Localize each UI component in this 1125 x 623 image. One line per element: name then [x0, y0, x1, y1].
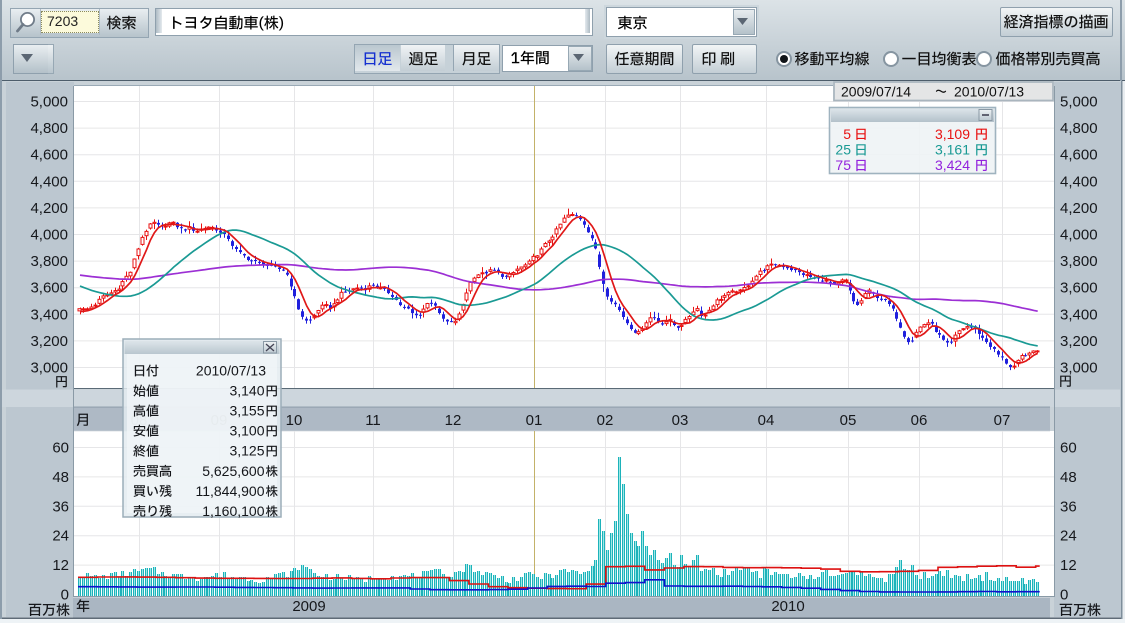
svg-text:3,200: 3,200	[30, 333, 68, 350]
svg-text:36: 36	[1060, 498, 1077, 515]
svg-text:12: 12	[1060, 557, 1077, 574]
svg-text:24: 24	[1060, 528, 1077, 545]
svg-text:60: 60	[1060, 440, 1077, 457]
svg-text:3,600: 3,600	[1060, 280, 1098, 297]
svg-text:36: 36	[52, 498, 69, 515]
svg-text:2010/07/13: 2010/07/13	[196, 363, 266, 379]
svg-text:3,800: 3,800	[1060, 253, 1098, 270]
svg-text:06: 06	[911, 412, 928, 429]
svg-text:3,161: 3,161	[935, 142, 970, 158]
svg-text:3,000: 3,000	[1060, 360, 1098, 377]
svg-text:25: 25	[835, 142, 851, 158]
svg-text:3,800: 3,800	[30, 253, 68, 270]
svg-text:4,800: 4,800	[30, 120, 68, 137]
svg-text:24: 24	[52, 528, 69, 545]
svg-text:2010/07/13: 2010/07/13	[954, 84, 1024, 100]
svg-text:07: 07	[994, 412, 1011, 429]
svg-text:4,800: 4,800	[1060, 120, 1098, 137]
svg-text:60: 60	[52, 440, 69, 457]
svg-text:4,200: 4,200	[30, 200, 68, 217]
svg-text:3,155: 3,155	[229, 403, 264, 419]
svg-text:4,200: 4,200	[1060, 200, 1098, 217]
svg-text:4,600: 4,600	[1060, 147, 1098, 164]
svg-text:5,625,600: 5,625,600	[202, 463, 264, 479]
svg-text:3,400: 3,400	[30, 306, 68, 323]
svg-text:12: 12	[52, 557, 69, 574]
svg-text:02: 02	[597, 412, 614, 429]
svg-text:48: 48	[52, 469, 69, 486]
svg-text:3,600: 3,600	[30, 280, 68, 297]
svg-text:3,100: 3,100	[229, 423, 264, 439]
svg-text:4,400: 4,400	[30, 173, 68, 190]
svg-text:2009/07/14: 2009/07/14	[841, 84, 911, 100]
svg-text:4,000: 4,000	[30, 227, 68, 244]
svg-text:0: 0	[61, 587, 69, 604]
svg-text:3,400: 3,400	[1060, 306, 1098, 323]
svg-text:4,600: 4,600	[30, 147, 68, 164]
svg-text:11: 11	[365, 412, 381, 429]
svg-text:1,160,100: 1,160,100	[202, 503, 264, 519]
svg-text:3,200: 3,200	[1060, 333, 1098, 350]
svg-text:3,140: 3,140	[229, 383, 264, 399]
svg-text:03: 03	[672, 412, 689, 429]
svg-text:0: 0	[1060, 587, 1068, 604]
svg-text:5,000: 5,000	[1060, 94, 1098, 111]
svg-text:3,424: 3,424	[935, 157, 970, 173]
svg-text:3,000: 3,000	[30, 360, 68, 377]
svg-text:10: 10	[286, 412, 303, 429]
svg-text:5,000: 5,000	[30, 94, 68, 111]
svg-text:11,844,900: 11,844,900	[195, 483, 264, 499]
svg-text:2010: 2010	[771, 598, 804, 615]
svg-text:01: 01	[526, 412, 543, 429]
svg-text:75: 75	[835, 157, 851, 173]
svg-text:05: 05	[840, 412, 857, 429]
svg-text:3,125: 3,125	[229, 443, 264, 459]
svg-text:12: 12	[445, 412, 462, 429]
svg-text:5: 5	[843, 126, 851, 142]
svg-text:04: 04	[758, 412, 775, 429]
svg-text:4,000: 4,000	[1060, 227, 1098, 244]
svg-text:2009: 2009	[292, 598, 325, 615]
svg-text:48: 48	[1060, 469, 1077, 486]
svg-text:4,400: 4,400	[1060, 173, 1098, 190]
svg-text:3,109: 3,109	[935, 126, 970, 142]
